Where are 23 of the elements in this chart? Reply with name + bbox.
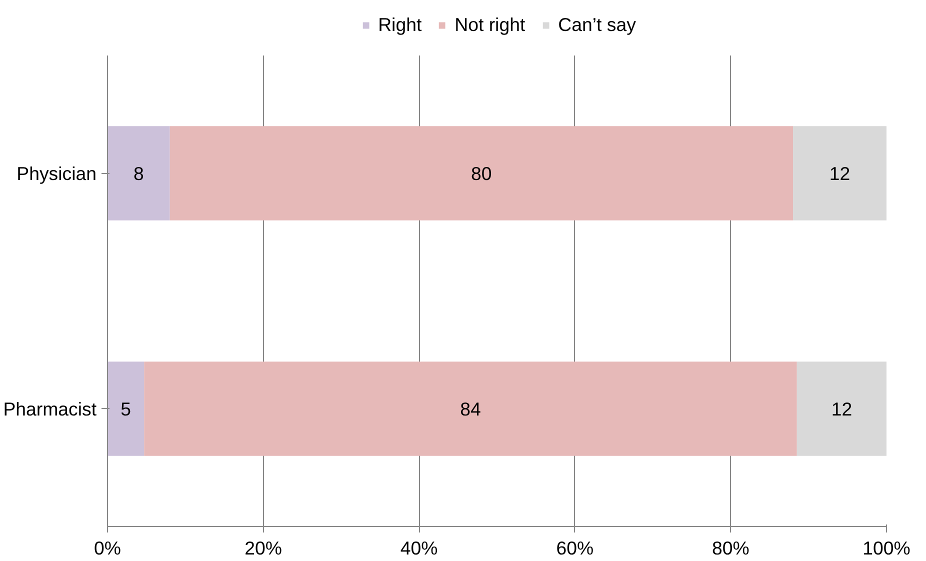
x-tick-label: 40% — [400, 538, 438, 558]
x-tick-label: 0% — [94, 538, 121, 558]
bar — [108, 362, 144, 456]
x-tick-label: 20% — [244, 538, 282, 558]
legend-label: Right — [378, 14, 422, 36]
data-label: 80 — [471, 162, 492, 184]
bar — [144, 362, 797, 456]
data-label: 84 — [460, 398, 481, 420]
legend-label: Can’t say — [558, 14, 636, 36]
data-label: 8 — [133, 162, 144, 184]
x-tick-label: 80% — [712, 538, 750, 558]
y-tick-label: Physician — [16, 162, 97, 184]
bar — [170, 126, 794, 220]
data-label: 5 — [120, 398, 132, 420]
bar — [108, 126, 170, 220]
bar — [793, 126, 886, 220]
data-label: 12 — [831, 398, 852, 420]
bar — [796, 362, 886, 456]
legend-label: Not right — [454, 14, 526, 36]
x-tick-label: 60% — [556, 538, 594, 558]
data-label: 12 — [829, 162, 850, 184]
x-tick-label: 100% — [862, 538, 910, 558]
y-tick-label: Pharmacist — [3, 398, 98, 420]
